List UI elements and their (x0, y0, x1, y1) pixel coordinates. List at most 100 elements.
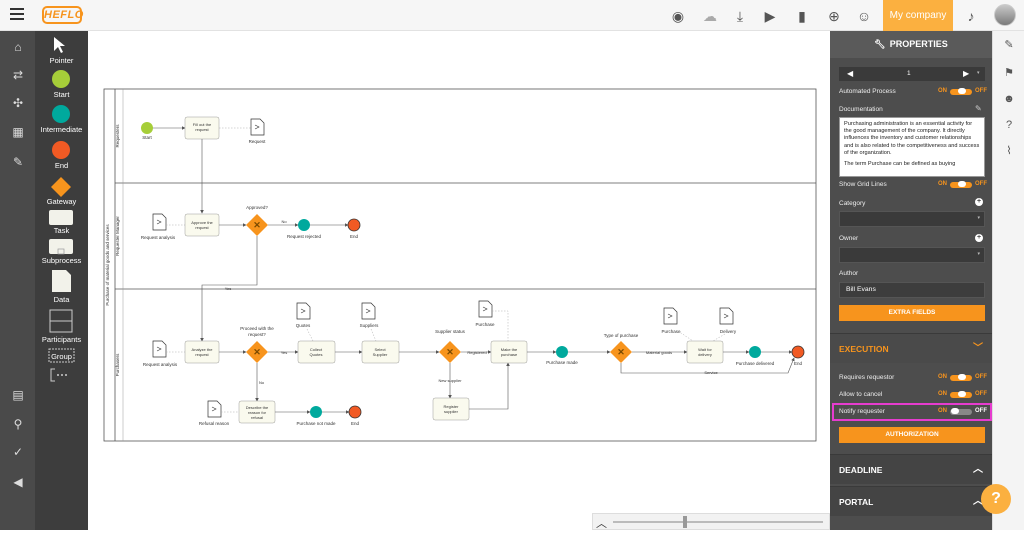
archive-icon[interactable]: ▤ (12, 388, 24, 402)
annotation-tool[interactable] (35, 367, 88, 388)
add-user-icon[interactable]: ☺ (856, 8, 872, 24)
question-box-icon[interactable]: ? (1005, 119, 1013, 131)
check-icon[interactable]: ✓ (12, 445, 24, 459)
page-selector[interactable]: ◀ 1 ▶ ▾ (839, 67, 985, 81)
registered-label: Registered (467, 350, 486, 355)
quotes-document (296, 302, 311, 320)
deadline-title: DEADLINE (839, 465, 883, 475)
diagram-canvas[interactable]: Purchase of material goods and services … (88, 31, 830, 530)
plus-circle-icon[interactable]: ⊕ (828, 8, 840, 24)
documentation-textarea[interactable]: Purchasing administration is an essentia… (839, 117, 985, 177)
zoom-bar[interactable]: ︿ (592, 513, 830, 530)
purchase-document (478, 300, 493, 318)
request-analysis-label-2: Request analysis (143, 362, 178, 367)
group-icon (48, 348, 75, 363)
zoom-handle[interactable] (683, 516, 687, 528)
lane-label-purchasers: Purchasers (115, 353, 120, 377)
allow-to-cancel-toggle[interactable]: ON OFF (938, 391, 987, 398)
edit-icon[interactable]: ✎ (975, 104, 982, 113)
category-select[interactable]: ▾ (839, 211, 985, 227)
avatar[interactable] (994, 4, 1016, 26)
eye-icon[interactable]: ◉ (671, 8, 685, 24)
purchase-document-2 (663, 307, 678, 325)
show-grid-lines-toggle[interactable]: ON OFF (938, 181, 987, 188)
requires-requestor-toggle[interactable]: ON OFF (938, 374, 987, 381)
author-input[interactable]: Bill Evans (839, 282, 985, 298)
purchase-doc-label: Purchase (475, 322, 495, 327)
zoom-track[interactable] (613, 521, 823, 523)
properties-panel: 🔧︎ PROPERTIES ◀ 1 ▶ ▾ Automated Process O… (830, 31, 992, 530)
notify-requester-toggle[interactable]: ON OFF (938, 408, 987, 415)
megaphone-icon[interactable]: ◀ (13, 475, 23, 489)
add-owner-icon[interactable]: + (975, 234, 983, 242)
search-icon[interactable]: ⚲ (13, 417, 23, 431)
pointer-tool[interactable] (35, 35, 88, 60)
book-icon[interactable]: ▮ (798, 8, 806, 24)
automated-process-toggle[interactable]: ON OFF (938, 88, 988, 96)
bpmn-diagram[interactable]: Purchase of material goods and services … (88, 31, 830, 530)
deadline-section[interactable]: DEADLINE ︿ (830, 454, 992, 484)
prev-arrow-icon[interactable]: ◀ (847, 69, 854, 78)
request-analysis-doc-2 (152, 340, 167, 358)
purchase-made-event (556, 346, 568, 358)
start-tool[interactable] (35, 69, 88, 94)
chevron-up-icon[interactable]: ︿ (596, 518, 607, 530)
participants-tool[interactable] (35, 309, 88, 338)
svg-text:✕: ✕ (253, 220, 261, 230)
my-company-button[interactable]: My company (883, 0, 953, 31)
task-tool[interactable] (35, 209, 88, 232)
extra-fields-button[interactable]: EXTRA FIELDS (839, 305, 985, 321)
data-tool[interactable] (35, 269, 88, 298)
owner-select[interactable]: ▾ (839, 247, 985, 263)
quotes-doc-label: Quotes (296, 323, 311, 328)
start-event-icon (52, 70, 70, 88)
end-label-2: End (794, 361, 803, 366)
purchase-not-made-event (310, 406, 322, 418)
heflo-logo[interactable]: HEFLO (42, 6, 83, 24)
help-button[interactable]: ? (981, 484, 1011, 514)
left-nav: ⌂ ⇄ ✣ ▦ ✎ ▤ ⚲ ✓ ◀ (0, 31, 35, 530)
chevron-up-icon[interactable]: ︿ (973, 464, 983, 475)
end-event-3 (348, 405, 362, 419)
wrench-icon[interactable]: ✎ (12, 155, 24, 169)
cloud-icon[interactable]: ☁ (703, 8, 717, 24)
pool (103, 88, 817, 442)
group-tool[interactable] (35, 347, 88, 370)
owner-label: Owner (839, 235, 859, 242)
subprocess-tool[interactable] (35, 238, 88, 261)
notify-requester-highlight (832, 403, 992, 421)
end-tool[interactable] (35, 140, 88, 165)
bell-icon[interactable]: ♪ (967, 8, 975, 24)
gateway-tool[interactable] (35, 176, 88, 203)
download-icon[interactable]: ⤓ (736, 8, 744, 24)
material-goods-label: Material goods (646, 350, 672, 355)
authorization-button[interactable]: AUTHORIZATION (839, 427, 985, 443)
doc-paragraph-2: The term Purchase can be defined as buyi… (844, 161, 956, 168)
caret-icon[interactable]: ▾ (977, 70, 980, 76)
network-icon[interactable]: ✣ (12, 96, 24, 110)
grid-icon[interactable]: ▦ (12, 125, 24, 139)
portal-section[interactable]: PORTAL ︿ (830, 486, 992, 516)
flag-icon[interactable]: ⚑ (1004, 67, 1014, 79)
wrench-icon[interactable]: ✎ (1004, 39, 1014, 51)
home-icon[interactable]: ⌂ (14, 40, 22, 54)
intermediate-tool[interactable] (35, 104, 88, 129)
menu-icon[interactable] (10, 8, 24, 22)
paperclip-icon[interactable]: ⌇ (1006, 145, 1012, 157)
play-icon[interactable]: ▶ (764, 8, 776, 24)
automated-process-label: Automated Process (839, 88, 896, 95)
chevron-up-icon[interactable]: ︿ (973, 496, 983, 507)
add-category-icon[interactable]: + (975, 198, 983, 206)
gateway-type-of-purchase (610, 341, 632, 363)
people-icon[interactable]: ☻ (1003, 93, 1015, 105)
execution-section[interactable]: EXECUTION ﹀ (830, 333, 992, 363)
chevron-down-icon[interactable]: ﹀ (973, 343, 983, 354)
request-document (250, 118, 265, 136)
request-analysis-label-1: Request analysis (141, 235, 176, 240)
flow-icon[interactable]: ⇄ (12, 68, 24, 82)
next-arrow-icon[interactable]: ▶ (963, 69, 970, 78)
